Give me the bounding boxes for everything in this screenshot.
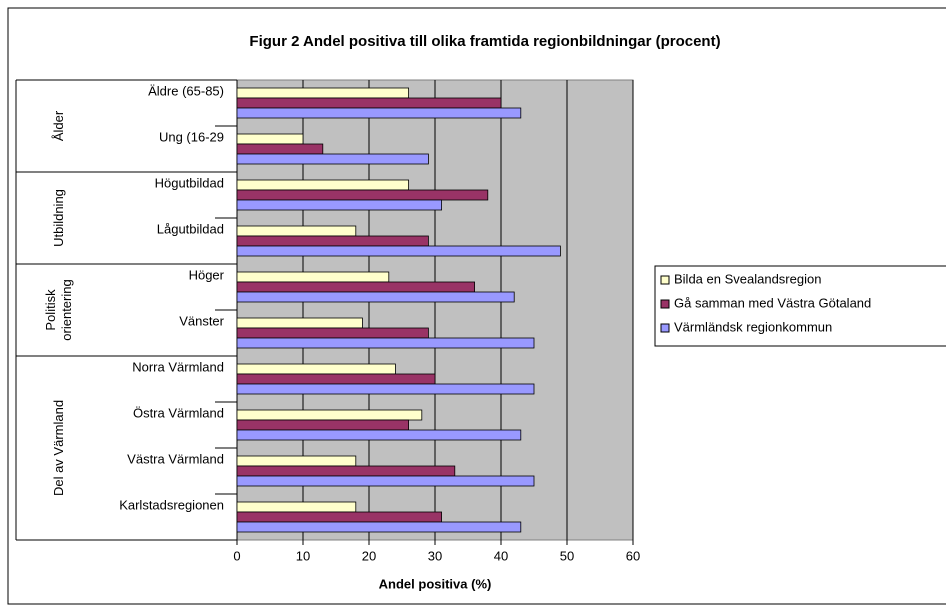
bar [236, 373, 436, 385]
bar [236, 271, 390, 283]
x-tick-label: 40 [494, 548, 508, 563]
bar [236, 363, 396, 375]
category-label: Höger [189, 267, 225, 282]
bar [236, 199, 443, 211]
bar [236, 475, 535, 487]
bar [236, 429, 522, 441]
bar [236, 511, 443, 523]
group-label: Politiskorientering [43, 279, 74, 340]
x-tick-label: 0 [233, 548, 240, 563]
bar [236, 337, 535, 349]
group-label: Ålder [51, 110, 66, 141]
category-label: Karlstadsregionen [119, 497, 224, 512]
x-tick-label: 50 [560, 548, 574, 563]
bar [236, 281, 476, 293]
x-tick-label: 30 [428, 548, 442, 563]
bar [236, 383, 535, 395]
bar [236, 133, 304, 145]
category-label: Norra Värmland [132, 359, 224, 374]
category-label: Ung (16-29 [159, 129, 224, 144]
x-tick-label: 20 [362, 548, 376, 563]
x-tick-label: 60 [626, 548, 640, 563]
x-axis-label: Andel positiva (%) [379, 576, 492, 591]
category-label: Västra Värmland [127, 451, 224, 466]
group-label: Utbildning [51, 189, 66, 247]
legend-swatch [660, 299, 670, 309]
x-tick-label: 10 [296, 548, 310, 563]
legend-label: Gå samman med Västra Götaland [674, 295, 871, 310]
legend [654, 265, 946, 347]
group-label-line: Politisk [43, 289, 58, 331]
bar [236, 501, 357, 513]
bar [236, 143, 324, 155]
bar [236, 317, 363, 329]
bar [236, 465, 456, 477]
category-label: Vänster [179, 313, 224, 328]
bar [236, 521, 522, 533]
group-label-line: Del av Värmland [51, 400, 66, 496]
bar [236, 455, 357, 467]
bar [236, 235, 429, 247]
category-label: Östra Värmland [133, 405, 224, 420]
bar [236, 189, 489, 201]
group-label: Del av Värmland [51, 400, 66, 496]
group-label-line: Utbildning [51, 189, 66, 247]
category-label: Lågutbildad [157, 221, 224, 236]
legend-label: Värmländsk regionkommun [674, 319, 832, 334]
chart-title: Figur 2 Andel positiva till olika framti… [249, 33, 720, 50]
bar [236, 327, 429, 339]
group-label-line: orientering [59, 279, 74, 340]
legend-swatch [660, 275, 670, 285]
bar [236, 419, 410, 431]
bar [236, 179, 410, 191]
bar [236, 97, 502, 109]
bar [236, 409, 423, 421]
category-label: Äldre (65-85) [148, 83, 224, 98]
category-label: Högutbildad [155, 175, 224, 190]
bar [236, 153, 429, 165]
group-label-line: Ålder [51, 110, 66, 141]
bar [236, 291, 515, 303]
bar [236, 87, 410, 99]
bar [236, 225, 357, 237]
bar [236, 107, 522, 119]
legend-label: Bilda en Svealandsregion [674, 271, 821, 286]
legend-swatch [660, 323, 670, 333]
bar [236, 245, 561, 257]
